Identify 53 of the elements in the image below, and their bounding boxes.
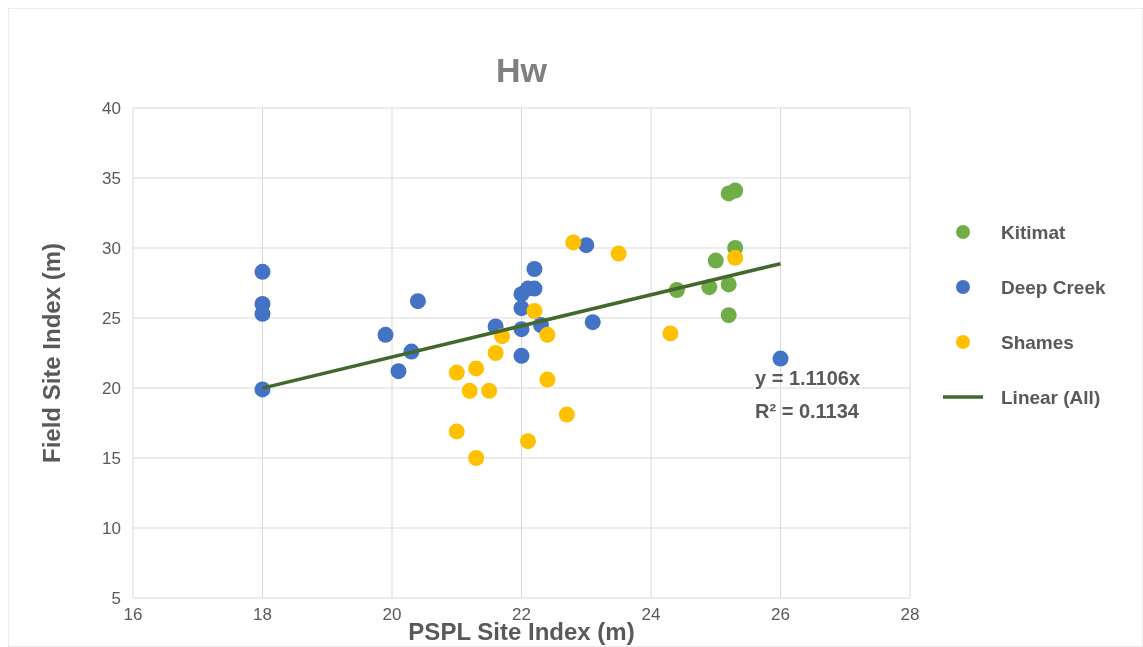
point — [481, 382, 498, 399]
y-tick-label: 15 — [102, 449, 121, 468]
point — [526, 303, 543, 319]
point — [727, 249, 744, 266]
point — [513, 347, 530, 364]
point — [513, 300, 530, 317]
y-tick-label: 35 — [102, 169, 121, 188]
annotation: y = 1.1106x — [755, 367, 861, 389]
point — [662, 325, 679, 342]
x-tick-label: 22 — [512, 605, 531, 624]
point — [461, 382, 478, 399]
point — [772, 350, 789, 367]
x-tick-label: 28 — [900, 605, 920, 624]
point — [720, 307, 737, 324]
point — [448, 364, 465, 381]
legend-label: Kitimat — [1001, 222, 1067, 243]
point — [539, 326, 556, 343]
point — [610, 245, 627, 262]
point — [578, 237, 595, 254]
y-tick-label: 40 — [102, 99, 121, 118]
point — [519, 433, 536, 450]
point — [558, 406, 575, 423]
y-tick-label: 10 — [102, 519, 121, 538]
point — [584, 314, 601, 331]
point — [720, 276, 737, 293]
point — [377, 326, 394, 343]
point — [539, 371, 556, 388]
legend-label: Linear (All) — [1001, 387, 1101, 408]
y-axis-title: Field Site Index (m) — [38, 242, 65, 464]
x-tick-label: 26 — [771, 605, 790, 624]
point — [390, 363, 407, 380]
y-tick-label: 30 — [102, 239, 121, 258]
point — [707, 252, 724, 269]
point — [468, 360, 485, 377]
y-tick-label: 25 — [102, 309, 121, 328]
y-tick-label: 5 — [111, 589, 121, 608]
legend-label: Deep Creek — [1001, 277, 1106, 298]
point — [565, 234, 582, 251]
point — [409, 293, 426, 310]
point — [526, 261, 543, 277]
point — [254, 263, 271, 280]
x-tick-label: 20 — [382, 605, 402, 624]
chart-title: Hw — [496, 51, 548, 89]
legend-label: Shames — [1001, 332, 1074, 353]
x-tick-label: 16 — [123, 605, 143, 624]
point — [468, 450, 485, 466]
x-tick-label: 24 — [641, 605, 661, 624]
point — [448, 423, 465, 440]
y-tick-label: 20 — [102, 379, 121, 398]
point — [487, 345, 504, 361]
annotation: R² = 0.1134 — [755, 400, 860, 422]
x-tick-label: 18 — [253, 605, 272, 624]
point — [727, 182, 744, 199]
